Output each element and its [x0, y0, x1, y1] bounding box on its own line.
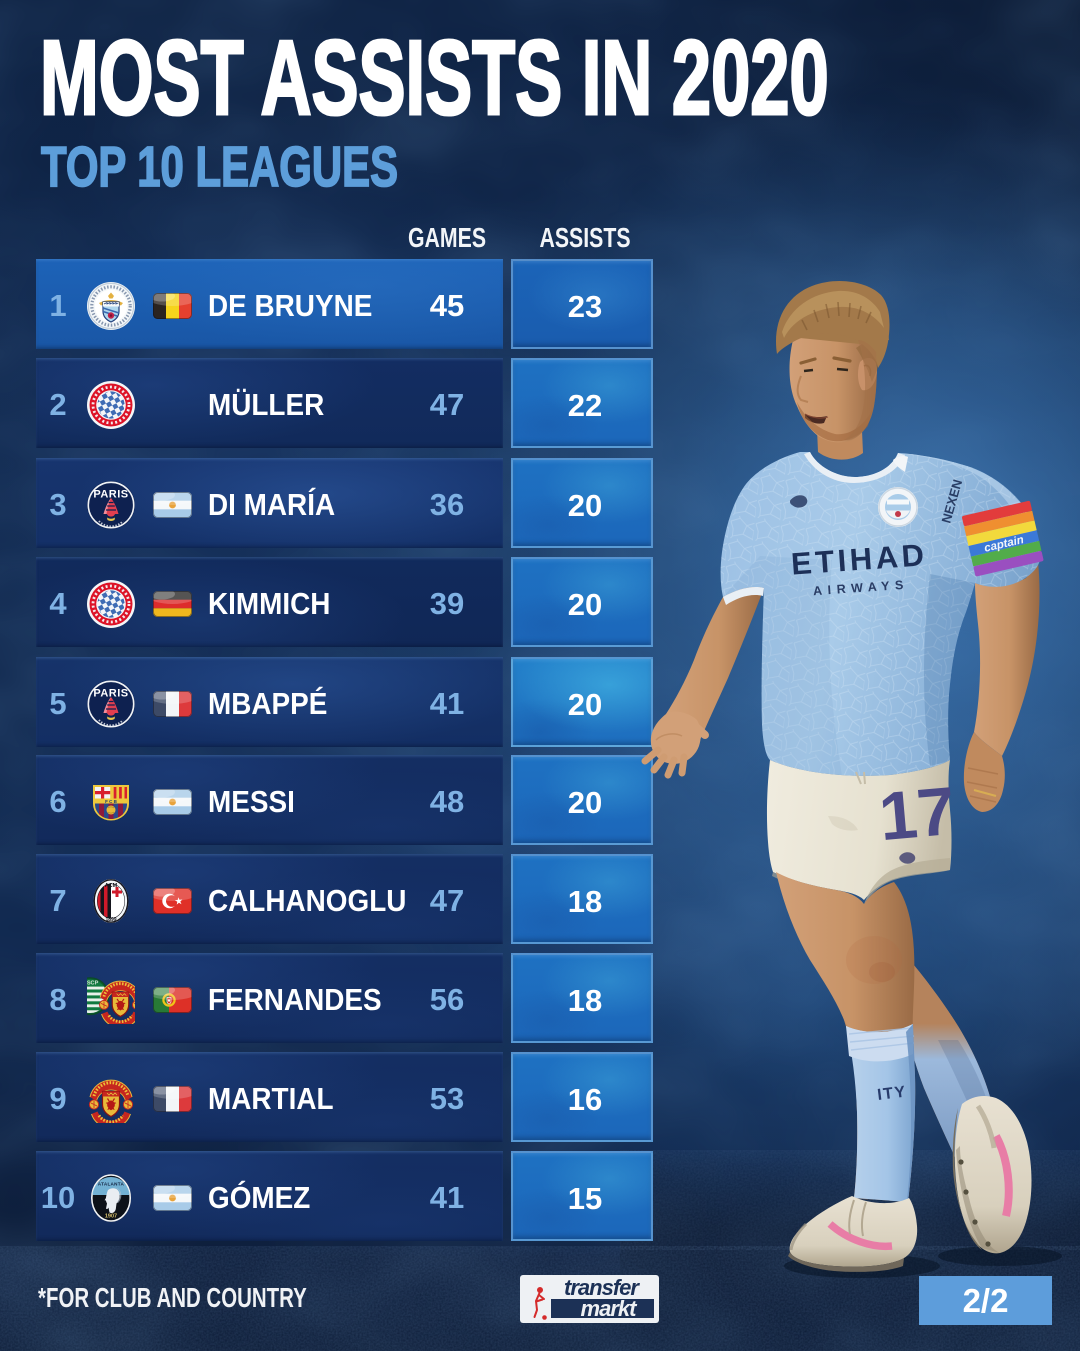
svg-text:17: 17 — [876, 773, 958, 855]
svg-text:ACM: ACM — [105, 883, 118, 889]
svg-text:ATALANTA: ATALANTA — [98, 1181, 125, 1186]
svg-text:PARIS: PARIS — [93, 687, 128, 699]
svg-text:1899: 1899 — [105, 917, 116, 923]
svg-text:F C B: F C B — [105, 799, 117, 804]
svg-text:SCP: SCP — [87, 980, 99, 986]
svg-text:1907: 1907 — [105, 1213, 117, 1219]
svg-text:markt: markt — [581, 1296, 639, 1321]
svg-text:ITY: ITY — [876, 1084, 907, 1104]
svg-text:PARIS: PARIS — [93, 488, 128, 500]
svg-text:transfer: transfer — [564, 1275, 640, 1300]
svg-text:AIRWAYS: AIRWAYS — [813, 578, 910, 599]
